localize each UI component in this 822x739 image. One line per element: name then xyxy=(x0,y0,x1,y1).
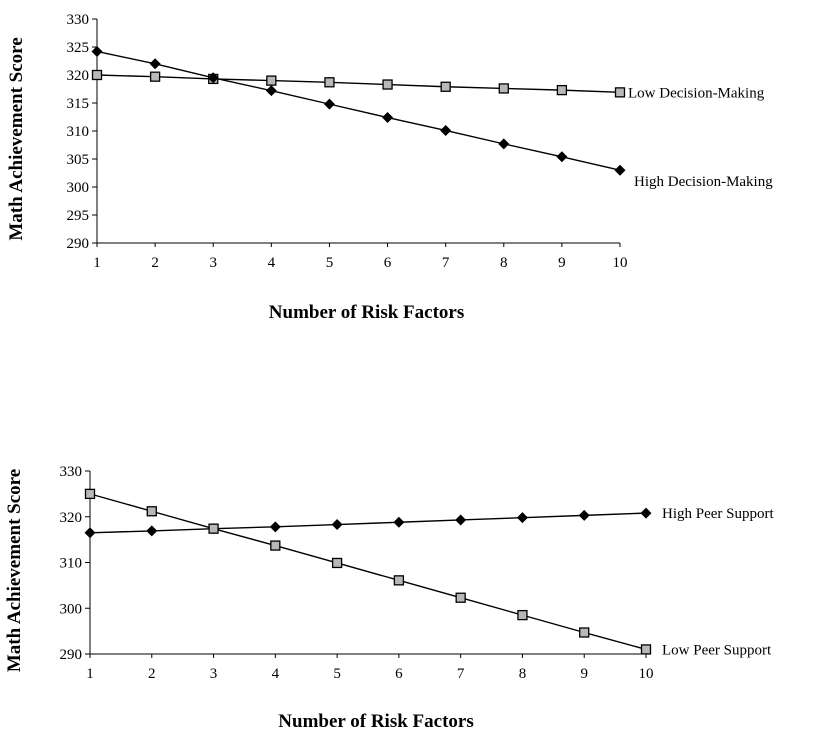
data-point-square xyxy=(455,592,466,603)
data-point-square xyxy=(208,523,219,534)
data-point-diamond xyxy=(614,164,626,176)
x-tick-label: 3 xyxy=(210,666,218,682)
series-label: Low Peer Support xyxy=(662,642,772,658)
x-tick-label: 6 xyxy=(384,255,392,271)
data-point-diamond xyxy=(440,124,452,136)
x-tick-label: 8 xyxy=(500,255,508,271)
data-point-diamond xyxy=(146,525,158,537)
data-point-square xyxy=(640,644,652,655)
data-point-diamond xyxy=(640,507,652,519)
data-point-diamond xyxy=(455,514,467,526)
x-tick-label: 5 xyxy=(333,666,341,682)
y-tick-label: 290 xyxy=(67,236,90,252)
y-tick-label: 325 xyxy=(67,40,90,56)
y-tick-label: 315 xyxy=(67,96,90,112)
x-tick-label: 2 xyxy=(148,666,156,682)
data-point-diamond xyxy=(382,112,394,124)
data-point-square xyxy=(149,71,161,82)
series-label: Low Decision-Making xyxy=(628,85,765,101)
data-point-square xyxy=(324,77,335,88)
series-label: High Decision-Making xyxy=(634,174,773,190)
series-line xyxy=(89,493,647,651)
y-tick-label: 320 xyxy=(60,510,83,526)
chart-peer-support: 290 300 310 320 330 1 2 3 4 5 6 7 8 9 10 Number of Risk… xyxy=(4,464,774,732)
y-tick-label: 320 xyxy=(67,68,90,84)
data-point-diamond xyxy=(393,516,405,528)
data-point-square xyxy=(517,609,528,621)
y-tick-label: 295 xyxy=(67,208,90,224)
series-label: High Peer Support xyxy=(662,506,774,522)
x-axis-title: Number of Risk Factors xyxy=(269,302,464,323)
data-point-square xyxy=(266,75,277,86)
y-tick-label: 300 xyxy=(67,180,90,196)
data-point-diamond xyxy=(84,527,96,539)
data-point-diamond xyxy=(207,72,219,84)
series-low-peer-support: Low Peer Support xyxy=(84,488,772,658)
data-point-diamond xyxy=(91,45,103,57)
x-tick-label: 3 xyxy=(209,255,217,271)
y-tick-label: 305 xyxy=(67,152,90,168)
x-tick-label: 9 xyxy=(558,255,566,271)
x-tick-label: 7 xyxy=(442,255,450,271)
data-point-square xyxy=(579,627,590,638)
data-point-diamond xyxy=(556,151,568,163)
y-axis-title: Math Achievement Score xyxy=(4,469,25,672)
x-tick-label: 1 xyxy=(93,255,101,271)
series-high-decision-making: High Decision-Making xyxy=(91,45,773,190)
x-tick-label: 4 xyxy=(272,666,280,682)
x-tick-label: 2 xyxy=(151,255,159,271)
y-tick-label: 330 xyxy=(67,12,90,28)
data-point-square xyxy=(146,506,157,517)
chart-decision-making: 290 295 300 305 310 315 320 325 330 1 2 3 4 5 6 7 8 9 10 Nu… xyxy=(6,12,773,323)
data-point-square xyxy=(498,83,509,94)
data-point-square xyxy=(382,79,393,90)
data-point-square xyxy=(331,557,343,569)
data-point-square xyxy=(556,84,568,96)
series-low-decision-making: Low Decision-Making xyxy=(91,69,765,101)
data-point-diamond xyxy=(578,509,590,521)
y-tick-label: 290 xyxy=(60,647,83,663)
y-tick-label: 310 xyxy=(67,124,90,140)
y-tick-label: 330 xyxy=(60,464,83,480)
y-axis-title: Math Achievement Score xyxy=(6,37,27,240)
x-axis-title: Number of Risk Factors xyxy=(278,711,473,732)
x-tick-label: 5 xyxy=(326,255,334,271)
data-point-square xyxy=(84,488,96,500)
x-tick-label: 4 xyxy=(268,255,276,271)
series-line xyxy=(96,50,621,171)
y-tick-label: 310 xyxy=(60,556,83,572)
data-point-square xyxy=(440,81,451,92)
y-tick-label: 300 xyxy=(60,601,83,617)
data-point-diamond xyxy=(265,85,277,97)
data-point-diamond xyxy=(498,138,510,150)
x-tick-label: 7 xyxy=(457,666,465,682)
data-point-diamond xyxy=(331,519,343,531)
data-point-square xyxy=(91,69,103,81)
x-tick-label: 8 xyxy=(519,666,527,682)
series-line xyxy=(96,74,621,94)
series-line xyxy=(89,512,647,534)
data-point-diamond xyxy=(516,512,528,524)
x-tick-label: 1 xyxy=(86,666,94,682)
data-point-square xyxy=(614,87,626,98)
x-tick-label: 10 xyxy=(639,666,654,682)
data-point-square xyxy=(393,575,405,586)
data-point-square xyxy=(270,540,281,551)
data-point-diamond xyxy=(323,98,335,110)
x-tick-label: 10 xyxy=(613,255,628,271)
data-point-diamond xyxy=(149,58,161,70)
x-tick-label: 6 xyxy=(395,666,403,682)
x-tick-label: 9 xyxy=(580,666,588,682)
data-point-diamond xyxy=(269,521,281,533)
